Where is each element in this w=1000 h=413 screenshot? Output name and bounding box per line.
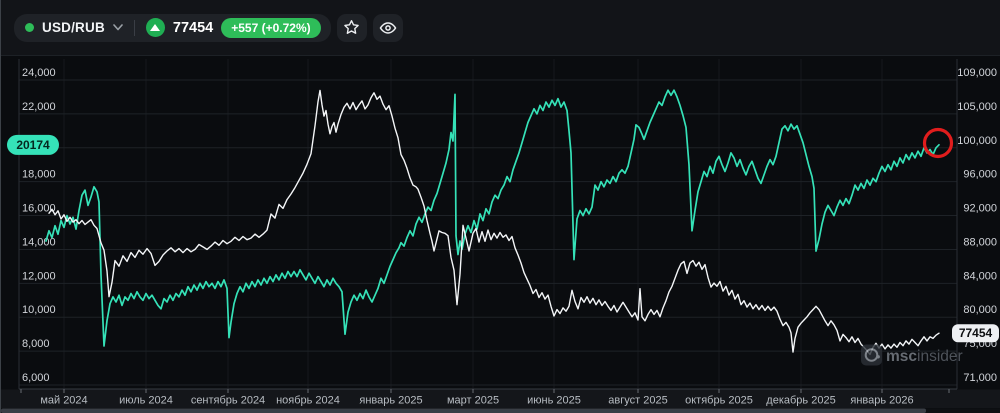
change-badge: +557 (+0.72%) [221,17,321,38]
x-axis-ticks [20,389,950,393]
svg-text:84,000: 84,000 [963,270,997,282]
svg-text:январь 2025: январь 2025 [359,395,422,407]
series-usd-rub [48,89,940,356]
chart-header: USD/RUB 77454 +557 (+0.72%) [1,0,1000,56]
svg-text:сентябрь 2024: сентябрь 2024 [191,395,265,407]
svg-text:71,000: 71,000 [963,372,997,384]
highlight-circle-annotation [922,127,954,159]
svg-text:22,000: 22,000 [22,101,56,113]
series-teal-index [45,89,940,347]
watermark-bold-text: msc [886,348,917,365]
svg-text:ноябрь 2024: ноябрь 2024 [276,395,340,407]
svg-text:20174: 20174 [16,138,50,152]
svg-text:июнь 2025: июнь 2025 [527,395,581,407]
watermark: msc insider [861,344,963,366]
watch-button[interactable] [372,13,403,42]
svg-text:10,000: 10,000 [22,304,56,316]
header-divider [133,19,135,36]
svg-text:май 2024: май 2024 [40,395,87,407]
direction-up-icon [145,18,165,37]
svg-text:6,000: 6,000 [22,372,50,384]
instrument-status-dot-icon [25,23,34,32]
instrument-label[interactable]: USD/RUB [42,20,105,35]
instrument-group: USD/RUB 77454 +557 (+0.72%) [14,13,331,42]
svg-text:109,000: 109,000 [957,67,997,79]
star-icon [344,20,359,34]
svg-text:92,000: 92,000 [963,203,997,215]
favorite-button[interactable] [336,13,367,42]
x-axis-band [1,389,1000,408]
svg-text:80,000: 80,000 [963,304,997,316]
svg-text:август 2025: август 2025 [608,395,667,407]
svg-text:105,000: 105,000 [957,101,997,113]
svg-text:14,000: 14,000 [22,236,56,248]
chart-background [1,57,1000,413]
chevron-down-icon[interactable] [113,24,123,31]
svg-text:24,000: 24,000 [22,67,56,79]
right-axis-labels: 109,000 105,000 100,000 96,000 92,000 88,000 8… [957,67,997,384]
left-axis-labels: 24,00022,00020,00018,00016,00014,00012,0… [22,67,56,384]
svg-text:октябрь 2025: октябрь 2025 [685,395,753,407]
eye-icon [379,21,396,34]
svg-text:77454: 77454 [959,326,993,340]
svg-text:96,000: 96,000 [963,169,997,181]
last-price: 77454 [172,19,214,36]
watermark-light-text: insider [917,348,963,365]
svg-text:март 2025: март 2025 [447,395,499,407]
white-value-badge: 77454 [952,324,999,343]
svg-text:июль 2024: июль 2024 [119,395,173,407]
horizontal-gridlines [19,79,957,386]
svg-text:18,000: 18,000 [22,169,56,181]
svg-text:декабрь 2025: декабрь 2025 [766,395,835,407]
svg-text:16,000: 16,000 [22,203,56,215]
x-axis-labels: май 2024 июль 2024 сентябрь 2024 ноябрь 202… [40,395,913,407]
svg-text:88,000: 88,000 [963,236,997,248]
svg-text:январь 2026: январь 2026 [850,395,913,407]
svg-text:100,000: 100,000 [957,135,997,147]
svg-text:12,000: 12,000 [22,270,56,282]
svg-text:8,000: 8,000 [22,338,50,350]
teal-value-badge: 20174 [7,134,59,155]
scrollbar-thumb[interactable] [1,408,926,413]
